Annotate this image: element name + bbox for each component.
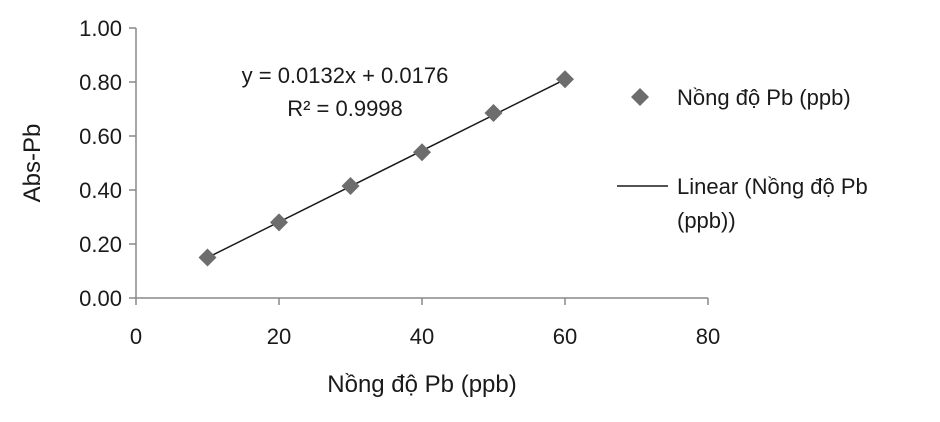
data-point [341, 176, 360, 195]
trendline [207, 78, 566, 259]
data-points [198, 70, 574, 267]
legend-trendline-label-1: Linear (Nồng độ Pb [677, 174, 868, 199]
y-tick-label: 0.40 [79, 178, 122, 203]
y-tick-label: 0.60 [79, 124, 122, 149]
y-tick-label: 0.00 [79, 286, 122, 311]
y-axis-ticks: 0.00 0.20 0.40 0.60 0.80 1.00 [79, 16, 136, 311]
x-tick-label: 0 [130, 324, 142, 349]
trendline-equation: y = 0.0132x + 0.0176 [242, 63, 449, 88]
legend-trendline-label-2: (ppb)) [677, 208, 736, 233]
x-tick-label: 20 [267, 324, 291, 349]
y-tick-label: 0.80 [79, 70, 122, 95]
x-tick-label: 40 [410, 324, 434, 349]
x-tick-label: 80 [696, 324, 720, 349]
data-point [413, 143, 431, 162]
x-axis-ticks: 0 20 40 60 80 [130, 298, 720, 349]
legend-diamond-icon [631, 88, 649, 106]
data-point [198, 248, 217, 267]
y-axis-title: Abs-Pb [19, 124, 46, 203]
data-point [270, 213, 288, 232]
x-tick-label: 60 [553, 324, 577, 349]
y-tick-label: 1.00 [79, 16, 122, 41]
legend: Nồng độ Pb (ppb) Linear (Nồng độ Pb (ppb… [617, 85, 868, 233]
data-point [484, 104, 503, 123]
x-axis-title: Nồng độ Pb (ppb) [327, 371, 516, 398]
data-point [556, 70, 574, 89]
legend-series-label: Nồng độ Pb (ppb) [677, 85, 851, 110]
trendline-r-squared: R² = 0.9998 [287, 96, 403, 121]
y-tick-label: 0.20 [79, 232, 122, 257]
